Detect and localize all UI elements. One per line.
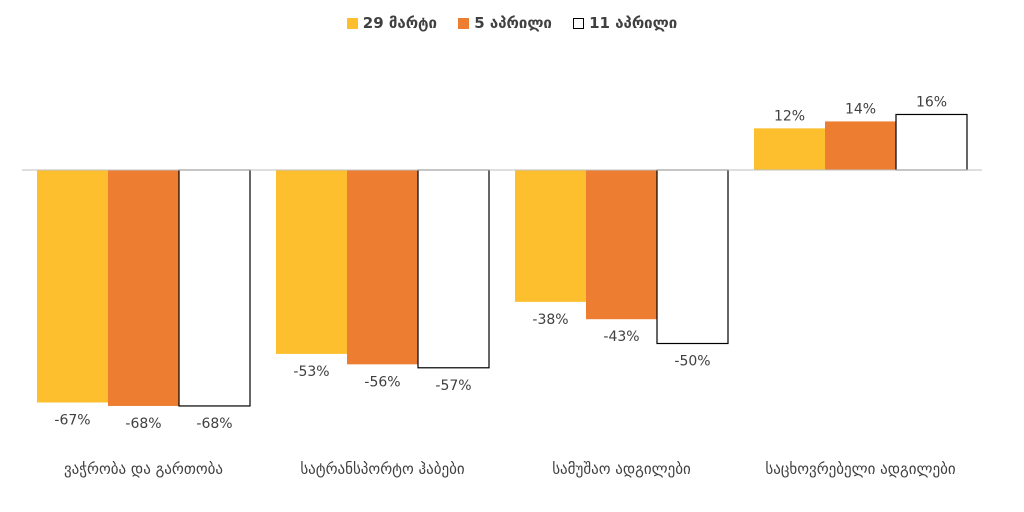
data-label-1-series-2: -68%	[125, 416, 161, 432]
legend-label-series-1: 29 მარტი	[362, 14, 438, 32]
data-label-1-series-3: -68%	[196, 416, 232, 432]
bar-1-series-1	[37, 170, 108, 403]
legend-item-series-2: 5 აპრილი	[458, 14, 552, 32]
bar-3-series-1	[515, 170, 586, 302]
bar-2-series-1	[276, 170, 347, 354]
data-label-4-series-2: 14%	[845, 101, 876, 117]
category-label-2: სატრანსპორტო ჰაბები	[300, 460, 465, 478]
legend-label-series-3: 11 აპრილი	[589, 14, 678, 32]
data-label-4-series-3: 16%	[916, 94, 947, 110]
bar-4-series-2	[825, 121, 896, 170]
bar-4-series-1	[754, 128, 825, 170]
data-label-2-series-2: -56%	[364, 374, 400, 390]
bar-3-series-2	[586, 170, 657, 320]
bar-1-series-2	[108, 170, 179, 406]
data-label-1-series-1: -67%	[54, 412, 90, 428]
data-label-2-series-3: -57%	[435, 378, 471, 394]
category-label-4: საცხოვრებელი ადგილები	[765, 460, 955, 478]
legend-item-series-1: 29 მარტი	[346, 14, 438, 32]
bar-2-series-2	[347, 170, 418, 365]
legend-swatch-series-3	[573, 17, 585, 29]
category-label-1: ვაჭრობა და გართობა	[64, 460, 223, 478]
data-label-2-series-1: -53%	[293, 364, 329, 380]
data-label-3-series-2: -43%	[603, 329, 639, 345]
legend-item-series-3: 11 აპრილი	[573, 14, 677, 32]
category-label-3: სამუშაო ადგილები	[552, 460, 691, 478]
bar-2-series-3	[417, 169, 490, 369]
data-label-3-series-3: -50%	[674, 354, 710, 370]
bar-3-series-3	[656, 169, 729, 345]
legend: 29 მარტი 5 აპრილი 11 აპრილი	[0, 14, 1024, 33]
bar-4-series-3	[895, 113, 968, 171]
bar-1-series-3	[178, 169, 251, 407]
legend-label-series-2: 5 აპრილი	[474, 14, 552, 32]
legend-swatch-series-2	[458, 17, 470, 29]
data-label-3-series-1: -38%	[532, 312, 568, 328]
data-label-4-series-1: 12%	[774, 108, 805, 124]
legend-swatch-series-1	[346, 17, 358, 29]
